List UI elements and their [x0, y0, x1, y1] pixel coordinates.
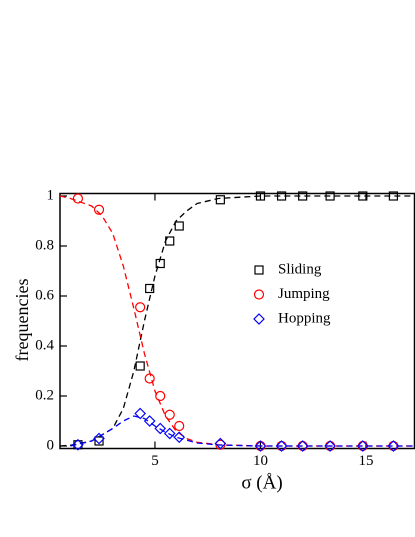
legend-marker	[254, 265, 264, 275]
y-tick-label: 0.4	[35, 337, 54, 353]
data-point	[94, 436, 104, 446]
data-point	[173, 431, 186, 444]
data-point	[93, 432, 105, 445]
plot-frame	[59, 192, 415, 450]
data-point	[296, 440, 309, 452]
y-tick-label: 0.8	[35, 237, 54, 253]
data-point	[145, 283, 155, 294]
data-point	[135, 361, 145, 371]
data-point	[135, 302, 146, 313]
data-point	[255, 191, 266, 201]
data-point	[143, 415, 156, 427]
y-tick-label: 0.2	[35, 387, 54, 403]
legend-label: Jumping	[278, 286, 330, 302]
data-point	[155, 390, 166, 402]
data-point	[276, 191, 287, 201]
data-point	[164, 409, 175, 420]
data-point	[165, 236, 175, 246]
data-point	[163, 427, 176, 440]
data-point	[174, 420, 185, 432]
data-point	[73, 440, 83, 450]
data-point	[72, 193, 84, 204]
data-point	[298, 191, 308, 201]
x-tick-label: 10	[253, 453, 268, 469]
y-tick-label: 0.6	[35, 287, 54, 303]
data-point	[215, 195, 225, 205]
fit-curve	[70, 415, 415, 447]
data-point	[358, 191, 368, 201]
data-point	[144, 373, 155, 384]
data-point	[254, 440, 267, 452]
legend-label: Sliding	[278, 261, 322, 277]
data-point	[214, 437, 227, 450]
data-point	[155, 258, 165, 269]
legend-label: Hopping	[278, 310, 331, 326]
data-point	[72, 438, 84, 451]
x-tick-label: 5	[151, 453, 159, 469]
data-point	[325, 191, 335, 201]
data-point	[154, 422, 167, 435]
fit-curve	[59, 195, 415, 447]
legend-marker	[253, 289, 265, 300]
data-point	[275, 440, 288, 452]
legend-marker	[253, 313, 265, 325]
y-tick-label: 0	[47, 437, 55, 453]
x-tick-label: 15	[358, 453, 373, 469]
y-tick-label: 1	[47, 187, 55, 203]
data-point	[134, 407, 147, 420]
x-axis-label: σ (Å)	[241, 472, 282, 493]
data-point	[324, 440, 336, 452]
fit-curve	[59, 195, 415, 447]
data-point	[356, 440, 369, 452]
y-axis-label: frequencies	[12, 279, 32, 362]
data-point	[93, 204, 105, 215]
data-point	[388, 191, 398, 201]
data-point	[174, 221, 184, 231]
data-point	[387, 440, 400, 452]
